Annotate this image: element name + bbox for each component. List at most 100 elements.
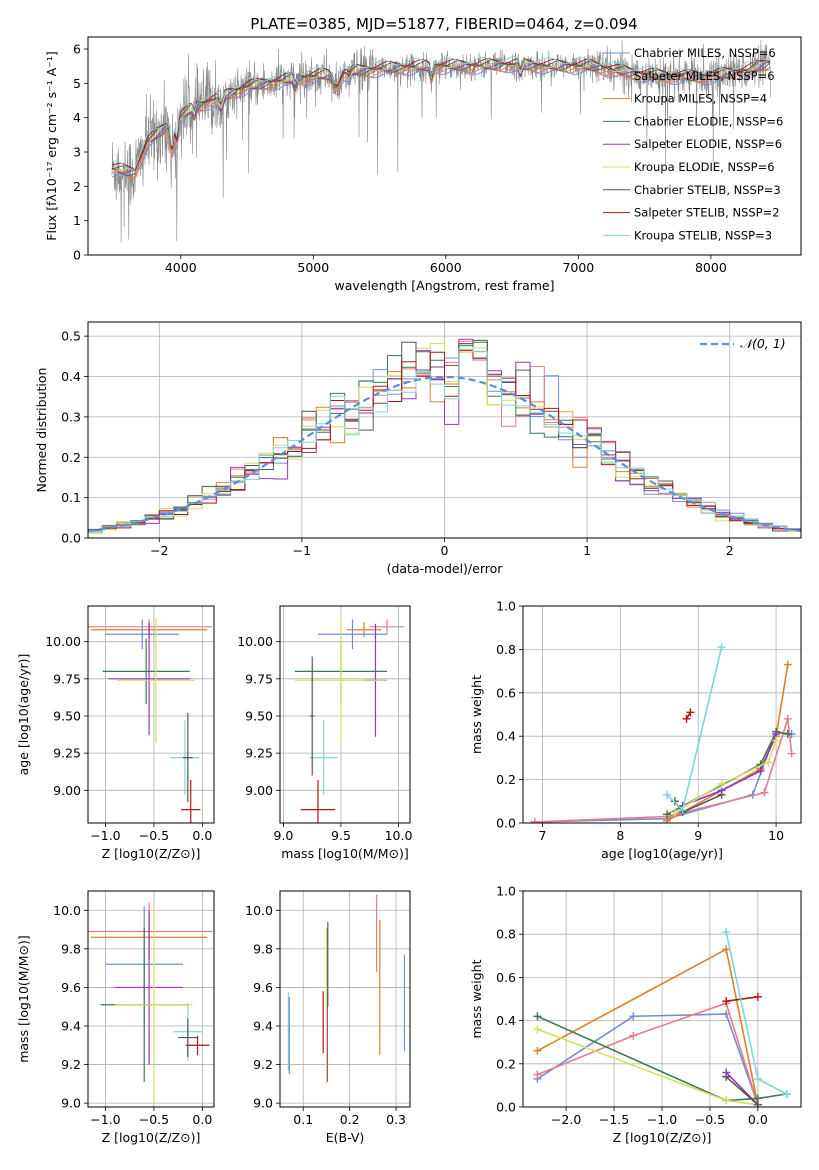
- mass_weight_vs_age-xtick-0: 7: [538, 828, 546, 843]
- mass_weight_vs_Z-series-5: [537, 1028, 759, 1106]
- spectrum-ytick-1: 1: [73, 213, 81, 228]
- mass_weight_vs_age-series-7-marker-0: [682, 714, 691, 723]
- mass_vs_Z-xtick-1: −0.5: [139, 1112, 169, 1127]
- age_vs_Z-panel: −1.0 −0.5 0.0 9.00 9.25 9.50 9.75 10.00 Z [log10…: [16, 605, 215, 861]
- mass_weight_vs_Z-ytick-5: 1.0: [496, 884, 516, 899]
- mass_vs_ebv-ytick-4: 9.8: [253, 941, 273, 956]
- residuals-xtick-4: 2: [726, 543, 734, 558]
- mass_vs_ebv-ytick-5: 10.0: [245, 903, 273, 918]
- age_vs_mass-xtick-2: 10.0: [385, 828, 413, 843]
- spectrum-frame: [87, 36, 802, 256]
- mass_vs_ebv-xtick-0: 0.1: [293, 1112, 313, 1127]
- mass_vs_ebv-frame: [279, 890, 411, 1108]
- mass_weight_vs_Z-series-6-marker-0: [722, 1072, 731, 1081]
- spectrum-legend-label-5: Kroupa ELODIE, NSSP=6: [634, 160, 775, 174]
- residuals-legend-label: 𝒩(0, 1): [740, 336, 786, 351]
- residuals-plot: [88, 338, 801, 535]
- mass_weight_vs_age-series-3-marker-0: [663, 810, 672, 819]
- mass_weight_vs_age-frame: [522, 605, 802, 824]
- spectrum-legend: Chabrier MILES, NSSP=6 Salpeter MILES, NS…: [603, 46, 783, 242]
- spectrum-model-5: [111, 59, 771, 172]
- spectrum-ytick-5: 5: [73, 76, 81, 91]
- mass_weight_vs_Z-series-5-marker-1: [722, 1096, 731, 1105]
- mass_vs_Z-plot: [88, 902, 213, 1102]
- spectrum-legend-label-0: Chabrier MILES, NSSP=6: [634, 46, 776, 60]
- spectrum-model-8: [111, 55, 771, 171]
- mass_weight_vs_Z-xtick-0: −2.0: [551, 1112, 581, 1127]
- mass_weight_vs_age-series-0: [534, 731, 792, 823]
- mass_weight_vs_age-series-5-marker-0: [670, 808, 679, 817]
- spectrum-ytick-4: 4: [73, 110, 81, 125]
- mass_vs_Z-ytick-5: 10.0: [53, 903, 81, 918]
- spectrum-xlabel: wavelength [Angstrom, rest frame]: [334, 278, 554, 293]
- mass_weight_vs_age-series-1-marker-4: [787, 749, 796, 758]
- age_vs_mass-frame: [279, 605, 411, 824]
- mass_weight_vs_Z-xtick-1: −1.5: [599, 1112, 629, 1127]
- age_vs_Z-xlabel: Z [log10(Z/Z⊙)]: [102, 846, 201, 861]
- mass_weight_vs_age-series-3-marker-3: [783, 730, 792, 739]
- mass_weight_vs_Z-series-7: [726, 996, 759, 1002]
- mass_weight_vs_Z-series-7-marker-1: [753, 992, 762, 1001]
- spectrum-legend-label-6: Chabrier STELIB, NSSP=3: [634, 183, 781, 197]
- residuals-frame: [87, 321, 802, 539]
- mass_weight_vs_Z-series-0-marker-1: [629, 1012, 638, 1021]
- mass_weight_vs_age-ytick-1: 0.2: [496, 772, 516, 787]
- mass_weight_vs_Z-xtick-3: −0.5: [695, 1112, 725, 1127]
- mass_weight_vs_age-series-8-marker-2: [717, 643, 726, 652]
- mass_weight_vs_Z-ytick-4: 0.8: [496, 927, 516, 942]
- mass_vs_ebv-grid: [280, 891, 410, 1107]
- age_vs_Z-ytick-3: 9.75: [53, 671, 81, 686]
- residuals-xtick-3: 1: [583, 543, 591, 558]
- residuals-normal-curve: [88, 375, 801, 532]
- age_vs_Z-frame: [87, 605, 215, 824]
- age_vs_Z-xtick-1: −0.5: [139, 828, 169, 843]
- age_vs_Z-ytick-2: 9.50: [53, 708, 81, 723]
- age_vs_Z-grid: [88, 606, 214, 823]
- mass_weight_vs_age-ylabel: mass weight: [469, 675, 484, 754]
- spectrum-legend-label-2: Kroupa MILES, NSSP=4: [634, 92, 767, 106]
- age_vs_Z-xtick-2: 0.0: [192, 828, 212, 843]
- figure-title: PLATE=0385, MJD=51877, FIBERID=0464, z=0…: [250, 15, 637, 33]
- age_vs_Z-ytick-4: 10.00: [45, 634, 81, 649]
- mass_weight_vs_Z-series-3: [537, 1015, 787, 1102]
- spectrum-ytick-6: 6: [73, 42, 81, 57]
- age_vs_mass-xtick-1: 9.5: [331, 828, 351, 843]
- mass_weight_vs_Z-ylabel: mass weight: [469, 959, 484, 1038]
- mass_weight_vs_age-series-5-marker-1: [717, 779, 726, 788]
- mass_weight_vs_age-series-6-marker-2: [717, 790, 726, 799]
- mass_weight_vs_age-series-1: [534, 718, 793, 823]
- mass_vs_Z-xlabel: Z [log10(Z/Z⊙)]: [102, 1130, 201, 1145]
- spectrum-ytick-3: 3: [73, 145, 81, 160]
- spectrum-legend-label-8: Kroupa STELIB, NSSP=3: [634, 228, 772, 242]
- residuals-ytick-0: 0.0: [61, 531, 81, 546]
- mass_weight_vs_Z-xtick-4: 0.0: [748, 1112, 768, 1127]
- residuals-ytick-3: 0.3: [61, 409, 81, 424]
- mass_weight_vs_Z-series-5-marker-0: [533, 1025, 542, 1034]
- age_vs_mass-grid: [280, 606, 410, 823]
- residuals-xtick-2: 0: [441, 543, 449, 558]
- mass_weight_vs_Z-series-1: [537, 1002, 759, 1106]
- mass_weight_vs_age-series-5: [674, 740, 777, 813]
- mass_weight_vs_age-ytick-0: 0.0: [496, 816, 516, 831]
- mass_vs_Z-xtick-0: −1.0: [90, 1112, 120, 1127]
- mass_weight_vs_Z-ytick-0: 0.0: [496, 1100, 516, 1115]
- residuals-ytick-1: 0.1: [61, 490, 81, 505]
- residuals-ytick-5: 0.5: [61, 329, 81, 344]
- mass_weight_vs_Z-xlabel: Z [log10(Z/Z⊙)]: [613, 1130, 712, 1145]
- mass_weight_vs_Z-series-2-marker-1: [722, 945, 731, 954]
- mass_weight_vs_Z-panel: −2.0 −1.5 −1.0 −0.5 0.0 0.0 0.2 0.4 0.6 0.8 1.0 Z […: [469, 884, 802, 1145]
- mass_weight_vs_age-xtick-3: 10: [768, 828, 784, 843]
- mass_vs_Z-panel: −1.0 −0.5 0.0 9.0 9.2 9.4 9.6 9.8 10.0 Z [log10(Z…: [16, 890, 215, 1145]
- mass_weight_vs_age-panel: 7 8 9 10 0.0 0.2 0.4 0.6 0.8 1.0 age [log10(age/yr…: [469, 599, 802, 861]
- mass_vs_Z-ytick-1: 9.2: [61, 1057, 81, 1072]
- age_vs_mass-xtick-0: 9.0: [274, 828, 294, 843]
- residuals-ylabel: Normed distribution: [34, 368, 49, 493]
- spectrum-legend-label-1: Salpeter MILES, NSSP=6: [634, 69, 775, 83]
- mass_weight_vs_Z-grid: [523, 890, 801, 1108]
- mass_weight_vs_age-series-4-marker-2: [756, 766, 765, 775]
- mass_weight_vs_Z-series-8-marker-2: [782, 1090, 791, 1099]
- mass_weight_vs_Z-series-1-marker-0: [533, 1070, 542, 1079]
- mass_weight_vs_Z-series-3-marker-0: [533, 1012, 542, 1021]
- spectrum-xtick-2: 6000: [430, 260, 462, 275]
